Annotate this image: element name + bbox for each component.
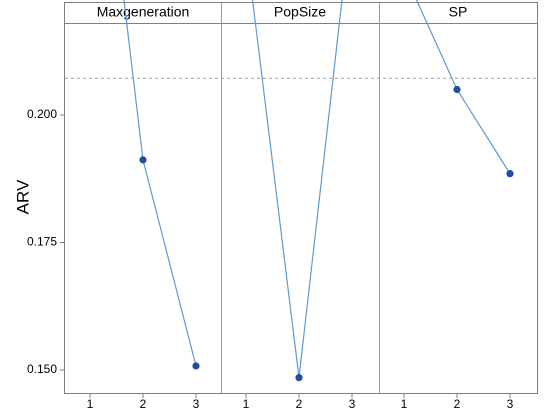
y-tick-label: 0.150: [27, 362, 57, 376]
series-line: [251, 0, 343, 378]
panel-maxgeneration: Maxgeneration 1 2 3: [87, 0, 200, 411]
x-tick-label: 2: [140, 397, 147, 411]
y-tick-label: 0.200: [27, 107, 57, 121]
panel-sp: SP 1 2 3: [401, 0, 514, 411]
x-tick-label: 1: [401, 397, 408, 411]
y-tick-label: 0.175: [27, 235, 57, 249]
y-axis-title: ARV: [13, 179, 32, 214]
plot-frame: [64, 2, 538, 394]
data-point: [192, 362, 200, 370]
panels-layer: Maxgeneration 1 2 3 PopSize 1 2 3 SP 1 2 3: [65, 0, 537, 411]
data-point: [295, 374, 303, 382]
x-tick-label: 2: [296, 397, 303, 411]
x-tick-label: 1: [243, 397, 250, 411]
data-point: [453, 85, 461, 94]
plot-border: [64, 2, 538, 394]
panel-title: Maxgeneration: [97, 4, 190, 20]
panel-title: SP: [449, 4, 468, 20]
data-point: [506, 170, 514, 178]
x-tick-label: 3: [507, 397, 514, 411]
x-tick-label: 1: [87, 397, 94, 411]
panel-popsize: PopSize 1 2 3: [243, 0, 356, 411]
x-tick-label: 2: [454, 397, 461, 411]
x-tick-label: 3: [349, 397, 356, 411]
x-tick-label: 3: [193, 397, 200, 411]
series-line: [123, 0, 197, 367]
data-point: [139, 156, 147, 164]
panel-title: PopSize: [274, 4, 326, 20]
